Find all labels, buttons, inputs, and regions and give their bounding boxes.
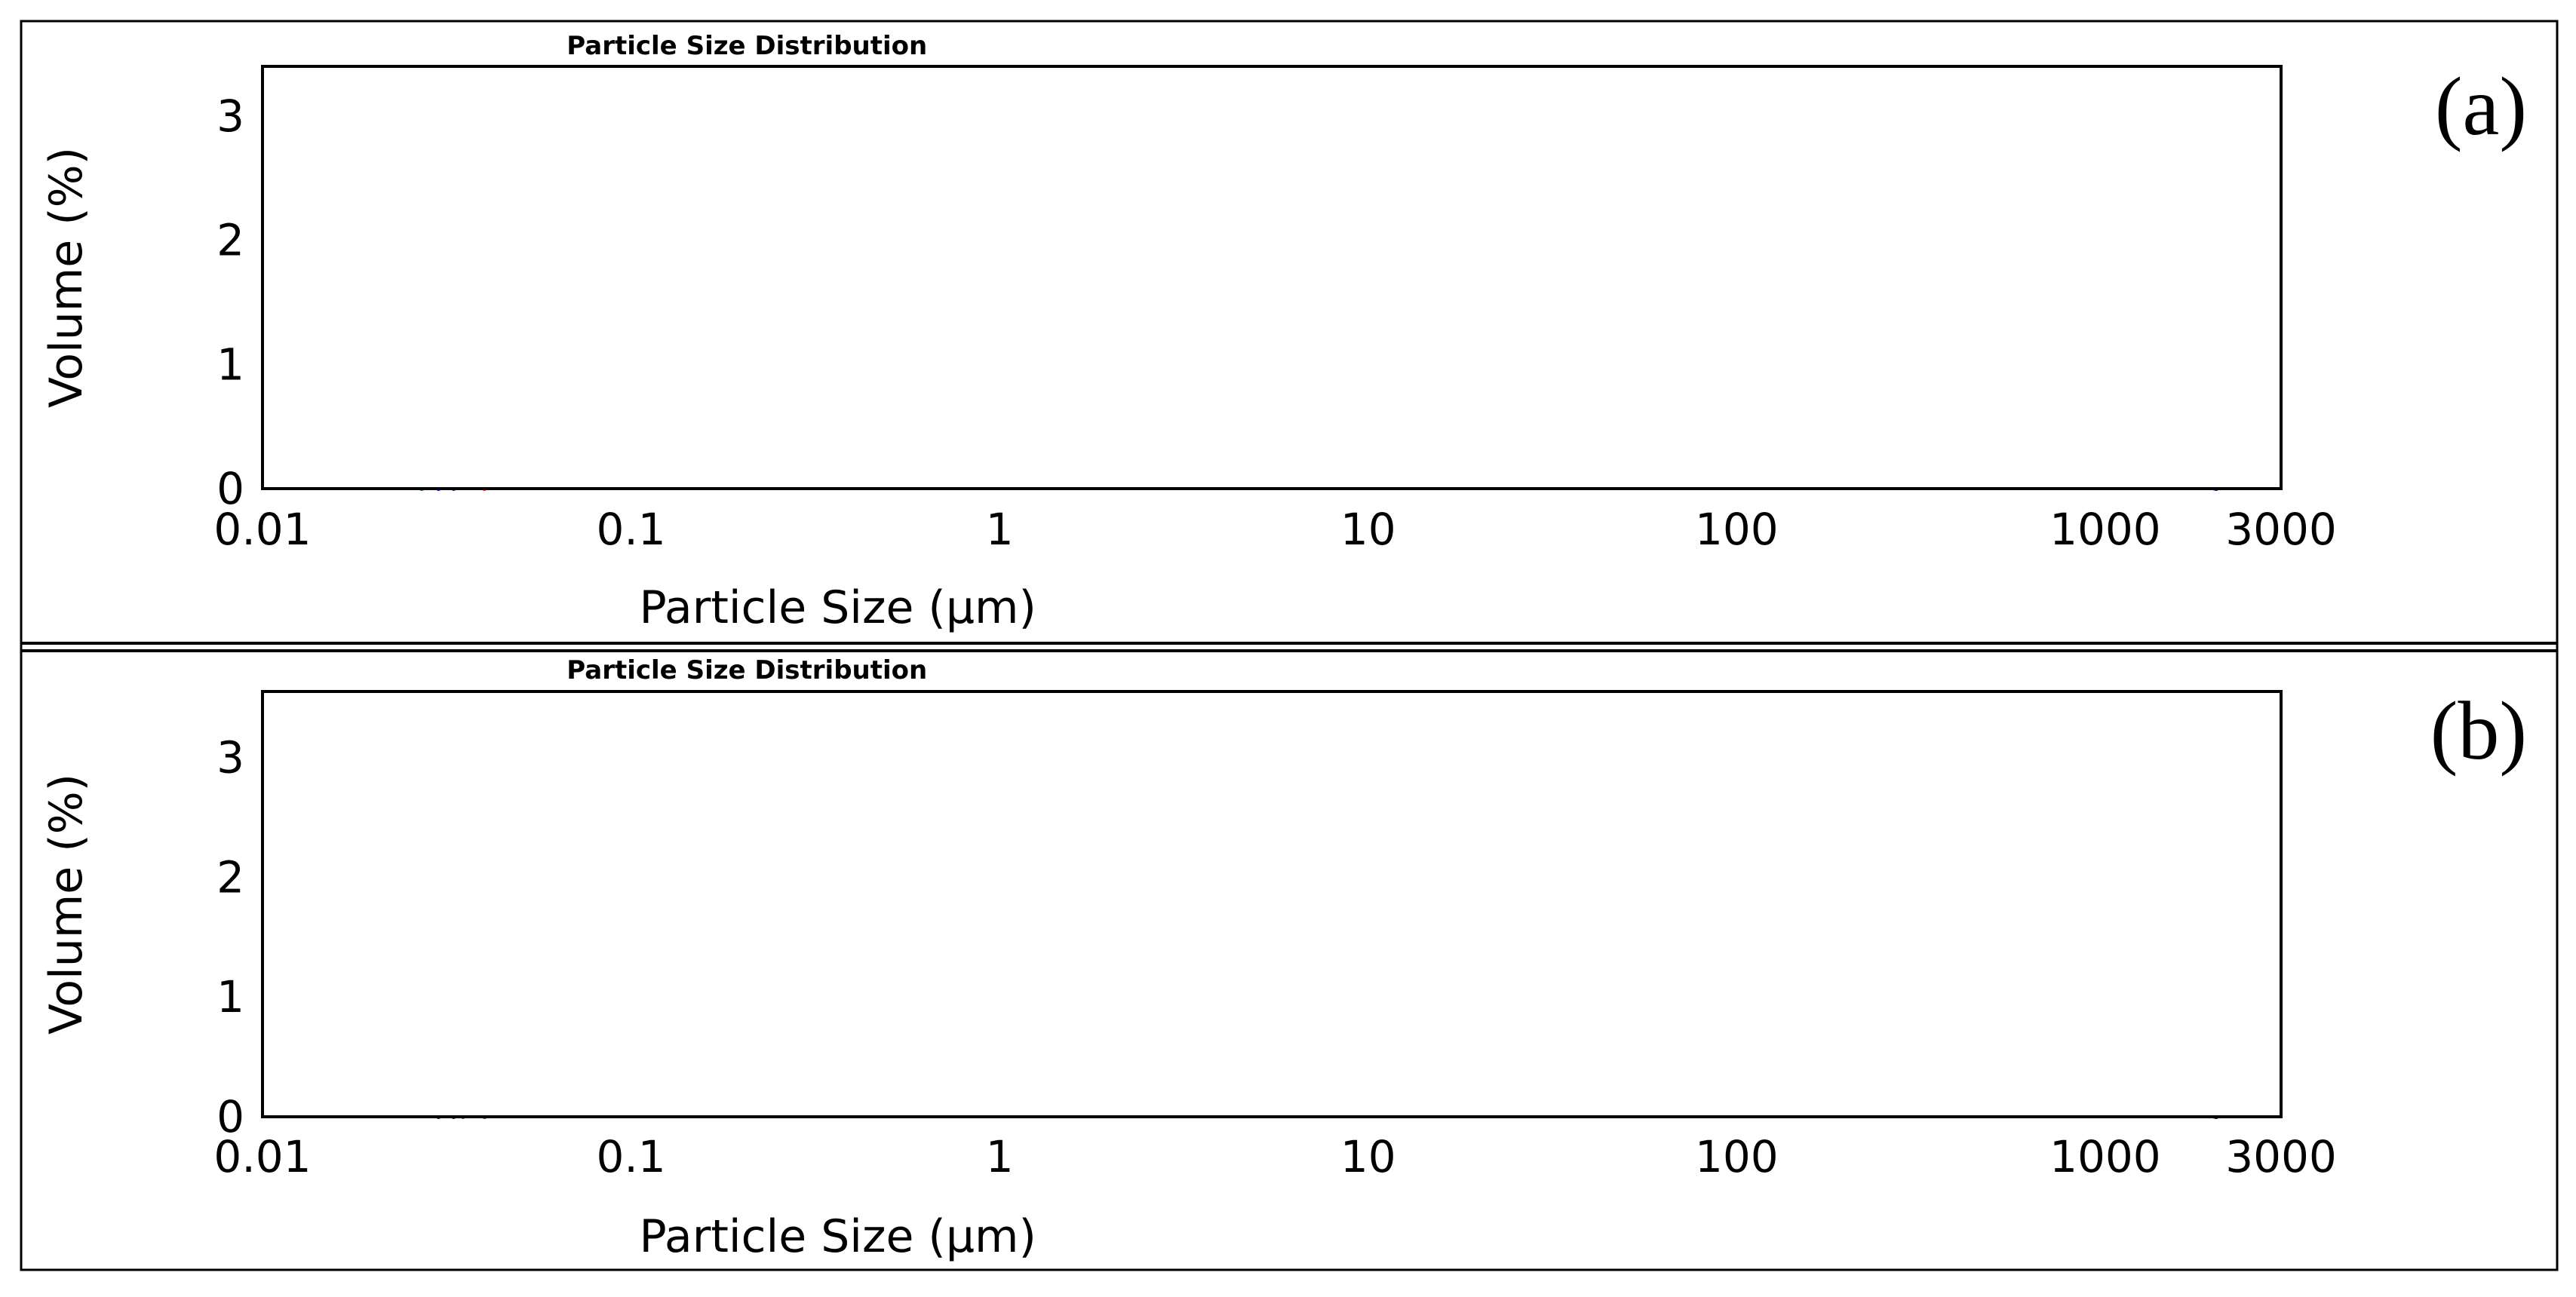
chart-panel-a: Particle Size Distribution Particle Size… [40, 31, 2527, 634]
x-tick-label: 1 [986, 1131, 1014, 1182]
x-tick-label: 1000 [2049, 1131, 2161, 1182]
x-tick-label: 0.1 [596, 1131, 665, 1182]
y-tick-labels: 0 1 2 3 [216, 731, 244, 1142]
x-axis-label: Particle Size (µm) [639, 1210, 1036, 1263]
y-tick-labels: 0 1 2 3 [216, 90, 244, 514]
y-tick-label: 1 [216, 339, 244, 390]
y-tick-label: 0 [216, 463, 244, 514]
x-tick-label: 1 [986, 504, 1014, 555]
x-tick-label: 10 [1340, 1131, 1396, 1182]
plot-area [261, 690, 2283, 1118]
x-tick-label: 100 [1695, 504, 1779, 555]
x-tick-label: 0.1 [596, 504, 665, 555]
x-tick-label: 10 [1340, 504, 1396, 555]
plot-area [261, 65, 2283, 490]
panel-label: (a) [2435, 60, 2527, 152]
y-axis-label: Volume (%) [40, 774, 93, 1035]
x-tick-label: 0.01 [213, 504, 311, 555]
x-tick-label: 3000 [2225, 504, 2337, 555]
x-tick-label: 1000 [2049, 504, 2161, 555]
y-tick-label: 3 [216, 731, 244, 783]
x-tick-labels: 0.01 0.1 1 10 100 1000 3000 [213, 504, 2336, 555]
chart-panel-b: Particle Size Distribution Particle Size… [40, 655, 2527, 1263]
x-tick-label: 100 [1695, 1131, 1779, 1182]
chart-title: Particle Size Distribution [566, 31, 927, 61]
x-tick-label: 3000 [2225, 1131, 2337, 1182]
y-tick-label: 2 [216, 851, 244, 903]
y-tick-label: 0 [216, 1091, 244, 1142]
y-tick-label: 3 [216, 90, 244, 142]
y-tick-label: 1 [216, 971, 244, 1023]
panel-label: (b) [2430, 685, 2527, 777]
y-tick-label: 2 [216, 215, 244, 266]
figure-frame [20, 20, 2559, 1271]
chart-title: Particle Size Distribution [566, 655, 927, 685]
x-axis-label: Particle Size (µm) [639, 581, 1036, 634]
x-tick-labels: 0.01 0.1 1 10 100 1000 3000 [213, 1131, 2336, 1182]
x-tick-label: 0.01 [213, 1131, 311, 1182]
y-axis-label: Volume (%) [40, 147, 93, 408]
